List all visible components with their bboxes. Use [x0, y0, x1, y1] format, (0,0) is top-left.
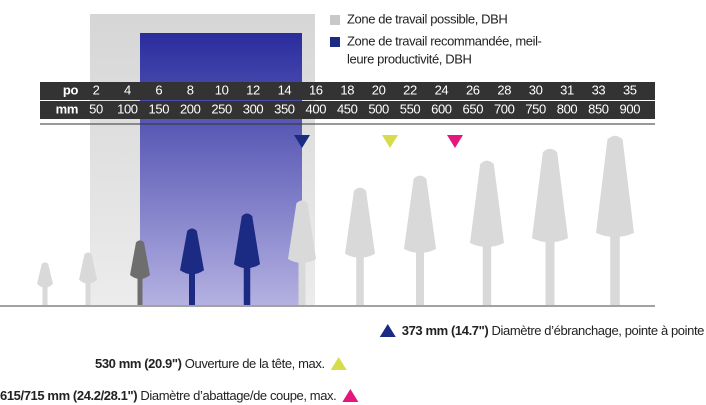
tree-crown — [470, 161, 504, 247]
po-value: 16 — [309, 82, 323, 97]
note-marker — [380, 324, 396, 337]
tree-trunk — [189, 272, 195, 305]
po-value: 24 — [435, 82, 449, 97]
legend-label: leure productivité, DBH — [347, 51, 471, 66]
mm-value: 700 — [494, 101, 515, 116]
note: 530 mm (20.9") Ouverture de la tête, max… — [95, 356, 325, 371]
note-text: Diamètre d’ébranchage, pointe à pointe — [492, 323, 705, 338]
note-text: Diamètre d’abattage/de coupe, max. — [140, 388, 336, 403]
mm-value: 450 — [337, 101, 358, 116]
tree-crown — [532, 149, 568, 242]
note-marker — [342, 389, 358, 402]
po-value: 8 — [187, 82, 194, 97]
mm-value: 550 — [400, 101, 421, 116]
po-value: 30 — [529, 82, 543, 97]
mm-value: 600 — [431, 101, 452, 116]
legend-label: Zone de travail recommandée, meil- — [347, 33, 542, 48]
mm-value: 350 — [274, 101, 295, 116]
po-value: 6 — [155, 82, 162, 97]
po-value: 35 — [623, 82, 637, 97]
tree-trunk — [244, 266, 251, 305]
po-value: 20 — [372, 82, 386, 97]
po-value: 18 — [340, 82, 354, 97]
po-value: 2 — [93, 82, 100, 97]
tree-trunk — [610, 235, 620, 305]
diagram: Zone de travail possible, DBH Zone de tr… — [0, 0, 706, 405]
tree-crown — [37, 262, 53, 287]
row-label: mm — [56, 101, 78, 116]
note: 615/715 mm (24.2/28.1") Diamètre d’abatt… — [0, 388, 336, 403]
mm-value: 900 — [620, 101, 641, 116]
tree-trunk — [483, 245, 492, 305]
note-value: 530 mm (20.9") — [95, 356, 182, 371]
tree-trunk — [138, 277, 143, 305]
mm-value: 150 — [149, 101, 170, 116]
mm-value: 400 — [306, 101, 327, 116]
tree-trunk — [356, 256, 364, 305]
mm-value: 850 — [588, 101, 609, 116]
note-value: 615/715 mm (24.2/28.1") — [0, 388, 137, 403]
po-value: 22 — [403, 82, 417, 97]
tree-crown — [404, 176, 436, 253]
tree-trunk — [416, 251, 424, 305]
tree-trunk — [86, 282, 91, 305]
po-value: 10 — [215, 82, 229, 97]
tree-trunk — [546, 240, 555, 305]
tree-trunk — [299, 261, 306, 305]
note-marker — [331, 357, 347, 370]
note: 373 mm (14.7") Diamètre d’ébranchage, po… — [402, 323, 704, 338]
marker-yellow — [382, 135, 398, 148]
legend-swatch — [330, 37, 340, 47]
po-value: 31 — [560, 82, 574, 97]
mm-value: 250 — [211, 101, 232, 116]
po-value: 28 — [497, 82, 511, 97]
recommended-zone — [140, 33, 302, 305]
po-value: 4 — [124, 82, 131, 97]
note-text: Ouverture de la tête, max. — [185, 356, 325, 371]
po-value: 33 — [592, 82, 606, 97]
po-value: 14 — [278, 82, 292, 97]
legend-swatch — [330, 15, 340, 25]
mm-value: 500 — [368, 101, 389, 116]
po-value: 26 — [466, 82, 480, 97]
mm-value: 50 — [89, 101, 103, 116]
legend-label: Zone de travail possible, DBH — [347, 11, 507, 26]
mm-value: 100 — [117, 101, 138, 116]
marker-magenta — [447, 135, 463, 148]
mm-value: 650 — [463, 101, 484, 116]
tree-crown — [596, 136, 634, 237]
note-value: 373 mm (14.7") — [402, 323, 489, 338]
mm-value: 750 — [525, 101, 546, 116]
row-label: po — [63, 82, 79, 97]
tree-crown — [345, 188, 375, 258]
mm-value: 800 — [557, 101, 578, 116]
tree-trunk — [43, 286, 48, 305]
po-value: 12 — [246, 82, 260, 97]
mm-value: 300 — [243, 101, 264, 116]
mm-value: 200 — [180, 101, 201, 116]
